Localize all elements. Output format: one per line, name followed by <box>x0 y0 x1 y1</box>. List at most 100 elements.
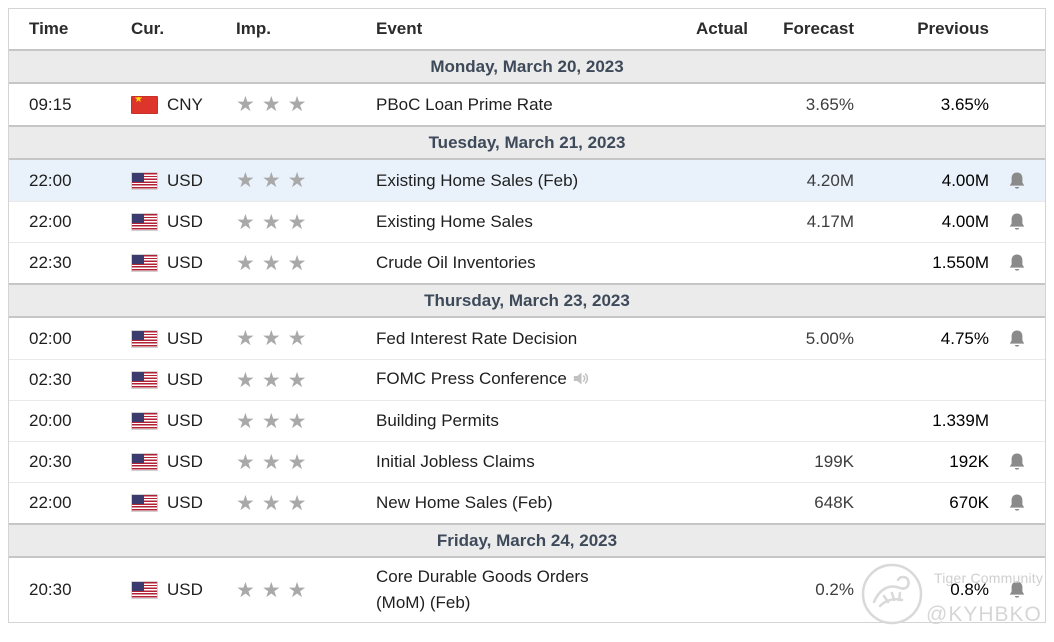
alert-cell <box>989 171 1045 191</box>
currency-code: USD <box>167 370 203 389</box>
previous-cell: 4.75% <box>940 328 989 348</box>
event-row[interactable]: 09:15 CNY ★★★ PBoC Loan Prime Rate 3.65%… <box>9 84 1045 125</box>
economic-calendar-table: Time Cur. Imp. Event Actual Forecast Pre… <box>8 8 1046 623</box>
star-icon: ★ <box>287 577 307 602</box>
event-row[interactable]: 20:00 USD ★ ★ ★ Building Permits 1.339M <box>9 400 1045 441</box>
previous-cell: 192K <box>949 452 989 471</box>
previous-cell: 0.8% <box>950 580 989 599</box>
column-header-actual: Actual <box>696 19 748 38</box>
forecast-cell: 4.20M <box>806 170 854 190</box>
importance-stars: ★ ★ ★ <box>236 369 376 391</box>
star-icon: ★ <box>287 408 307 433</box>
event-row[interactable]: 02:30 USD ★ ★ ★ FOMC Press Conference <box>9 359 1045 400</box>
previous-cell: 4.00M <box>941 170 989 190</box>
event-cell: Initial Jobless Claims <box>376 449 648 475</box>
column-header-forecast: Forecast <box>783 19 854 38</box>
time-cell: 09:15 <box>29 94 72 114</box>
bell-icon[interactable] <box>1008 493 1026 513</box>
star-icon: ★ <box>236 92 255 116</box>
calendar-day-section: Tuesday, March 21, 2023 22:00 USD ★ ★ ★ Ex… <box>9 125 1045 283</box>
bell-icon[interactable] <box>1008 452 1026 472</box>
currency-cell: USD <box>131 370 236 390</box>
time-cell: 20:30 <box>29 452 72 471</box>
forecast-cell: 648K <box>814 493 854 512</box>
alert-cell <box>989 580 1045 600</box>
star-icon: ★ <box>261 250 281 275</box>
bell-icon[interactable] <box>1008 580 1026 600</box>
currency-cell: USD <box>131 212 236 232</box>
event-name: New Home Sales (Feb) <box>376 493 553 512</box>
star-icon: ★ <box>236 449 255 474</box>
event-row[interactable]: 02:00 USD ★ ★ ★ Fed Interest Rate Decision… <box>9 318 1045 359</box>
event-row[interactable]: 22:30 USD ★ ★ ★ Crude Oil Inventories 1.55… <box>9 242 1045 283</box>
alert-cell <box>989 493 1045 513</box>
bell-icon[interactable] <box>1008 212 1026 232</box>
section-rows: 22:00 USD ★ ★ ★ Existing Home Sales (Feb) … <box>9 160 1045 283</box>
event-name: Existing Home Sales <box>376 212 533 231</box>
sections: Monday, March 20, 2023 09:15 CNY ★★★ PBo… <box>9 49 1045 622</box>
currency-cell: USD <box>131 253 236 273</box>
currency-flag-icon <box>131 254 158 272</box>
event-name: Existing Home Sales (Feb) <box>376 170 579 190</box>
previous-cell: 4.00M <box>941 212 989 231</box>
column-header-time: Time <box>29 19 69 38</box>
forecast-cell: 3.65% <box>805 94 854 114</box>
speaker-icon[interactable] <box>573 368 590 394</box>
star-icon: ★ <box>236 408 255 433</box>
calendar-day-section: Friday, March 24, 2023 20:30 USD ★ ★ ★ Cor… <box>9 523 1045 622</box>
forecast-cell: 199K <box>814 452 854 471</box>
time-cell: 22:00 <box>29 212 72 231</box>
event-name: PBoC Loan Prime Rate <box>376 94 553 114</box>
previous-cell: 3.65% <box>940 94 989 114</box>
date-row-label: Friday, March 24, 2023 <box>436 530 618 550</box>
alert-cell <box>989 212 1045 232</box>
importance-stars: ★ ★ ★ <box>236 490 376 515</box>
section-rows: 02:00 USD ★ ★ ★ Fed Interest Rate Decision… <box>9 318 1045 523</box>
star-icon: ★ <box>236 326 255 350</box>
currency-cell: USD <box>131 452 236 472</box>
event-cell: Fed Interest Rate Decision <box>376 326 648 352</box>
star-icon: ★ <box>261 92 281 116</box>
event-row[interactable]: 22:00 USD ★ ★ ★ Existing Home Sales 4.17M … <box>9 201 1045 242</box>
time-cell: 20:30 <box>29 580 72 599</box>
currency-flag-icon <box>131 95 158 114</box>
currency-code: USD <box>167 580 203 599</box>
time-cell: 20:00 <box>29 411 72 430</box>
importance-stars: ★ ★ ★ <box>236 328 376 349</box>
currency-flag-icon <box>131 412 158 430</box>
star-icon: ★ <box>261 490 281 515</box>
date-row-label: Monday, March 20, 2023 <box>430 56 624 76</box>
date-row-label: Thursday, March 23, 2023 <box>424 290 630 310</box>
star-icon: ★ <box>261 577 281 602</box>
event-row[interactable]: 20:30 USD ★ ★ ★ Core Durable Goods Orders … <box>9 558 1045 622</box>
event-cell: Core Durable Goods Orders (MoM) (Feb) <box>376 564 648 616</box>
forecast-cell: 0.2% <box>815 580 854 599</box>
event-row[interactable]: 20:30 USD ★ ★ ★ Initial Jobless Claims 199… <box>9 441 1045 482</box>
star-icon: ★ <box>261 408 281 433</box>
date-header-row: Friday, March 24, 2023 <box>9 523 1045 558</box>
currency-cell: USD <box>131 411 236 431</box>
event-row[interactable]: 22:00 USD ★ ★ ★ New Home Sales (Feb) 648K … <box>9 482 1045 523</box>
date-header-row: Tuesday, March 21, 2023 <box>9 125 1045 160</box>
star-icon: ★ <box>236 250 255 275</box>
section-rows: 20:30 USD ★ ★ ★ Core Durable Goods Orders … <box>9 558 1045 622</box>
currency-cell: USD <box>131 171 236 191</box>
calendar-day-section: Monday, March 20, 2023 09:15 CNY ★★★ PBo… <box>9 49 1045 125</box>
event-row[interactable]: 22:00 USD ★ ★ ★ Existing Home Sales (Feb) … <box>9 160 1045 201</box>
currency-flag-icon <box>131 371 158 389</box>
event-name: Initial Jobless Claims <box>376 452 535 471</box>
bell-icon[interactable] <box>1008 329 1026 349</box>
forecast-cell: 5.00% <box>805 328 854 348</box>
star-icon: ★ <box>287 326 307 350</box>
currency-code: CNY <box>167 94 203 114</box>
alert-cell <box>989 452 1045 472</box>
importance-stars: ★ ★ ★ <box>236 449 376 474</box>
event-cell: FOMC Press Conference <box>376 366 648 394</box>
bell-icon[interactable] <box>1008 171 1026 191</box>
currency-cell: USD <box>131 329 236 349</box>
bell-icon[interactable] <box>1008 253 1026 273</box>
currency-code: USD <box>167 212 203 231</box>
event-cell: Existing Home Sales <box>376 209 648 235</box>
star-icon: ★ <box>236 490 255 515</box>
